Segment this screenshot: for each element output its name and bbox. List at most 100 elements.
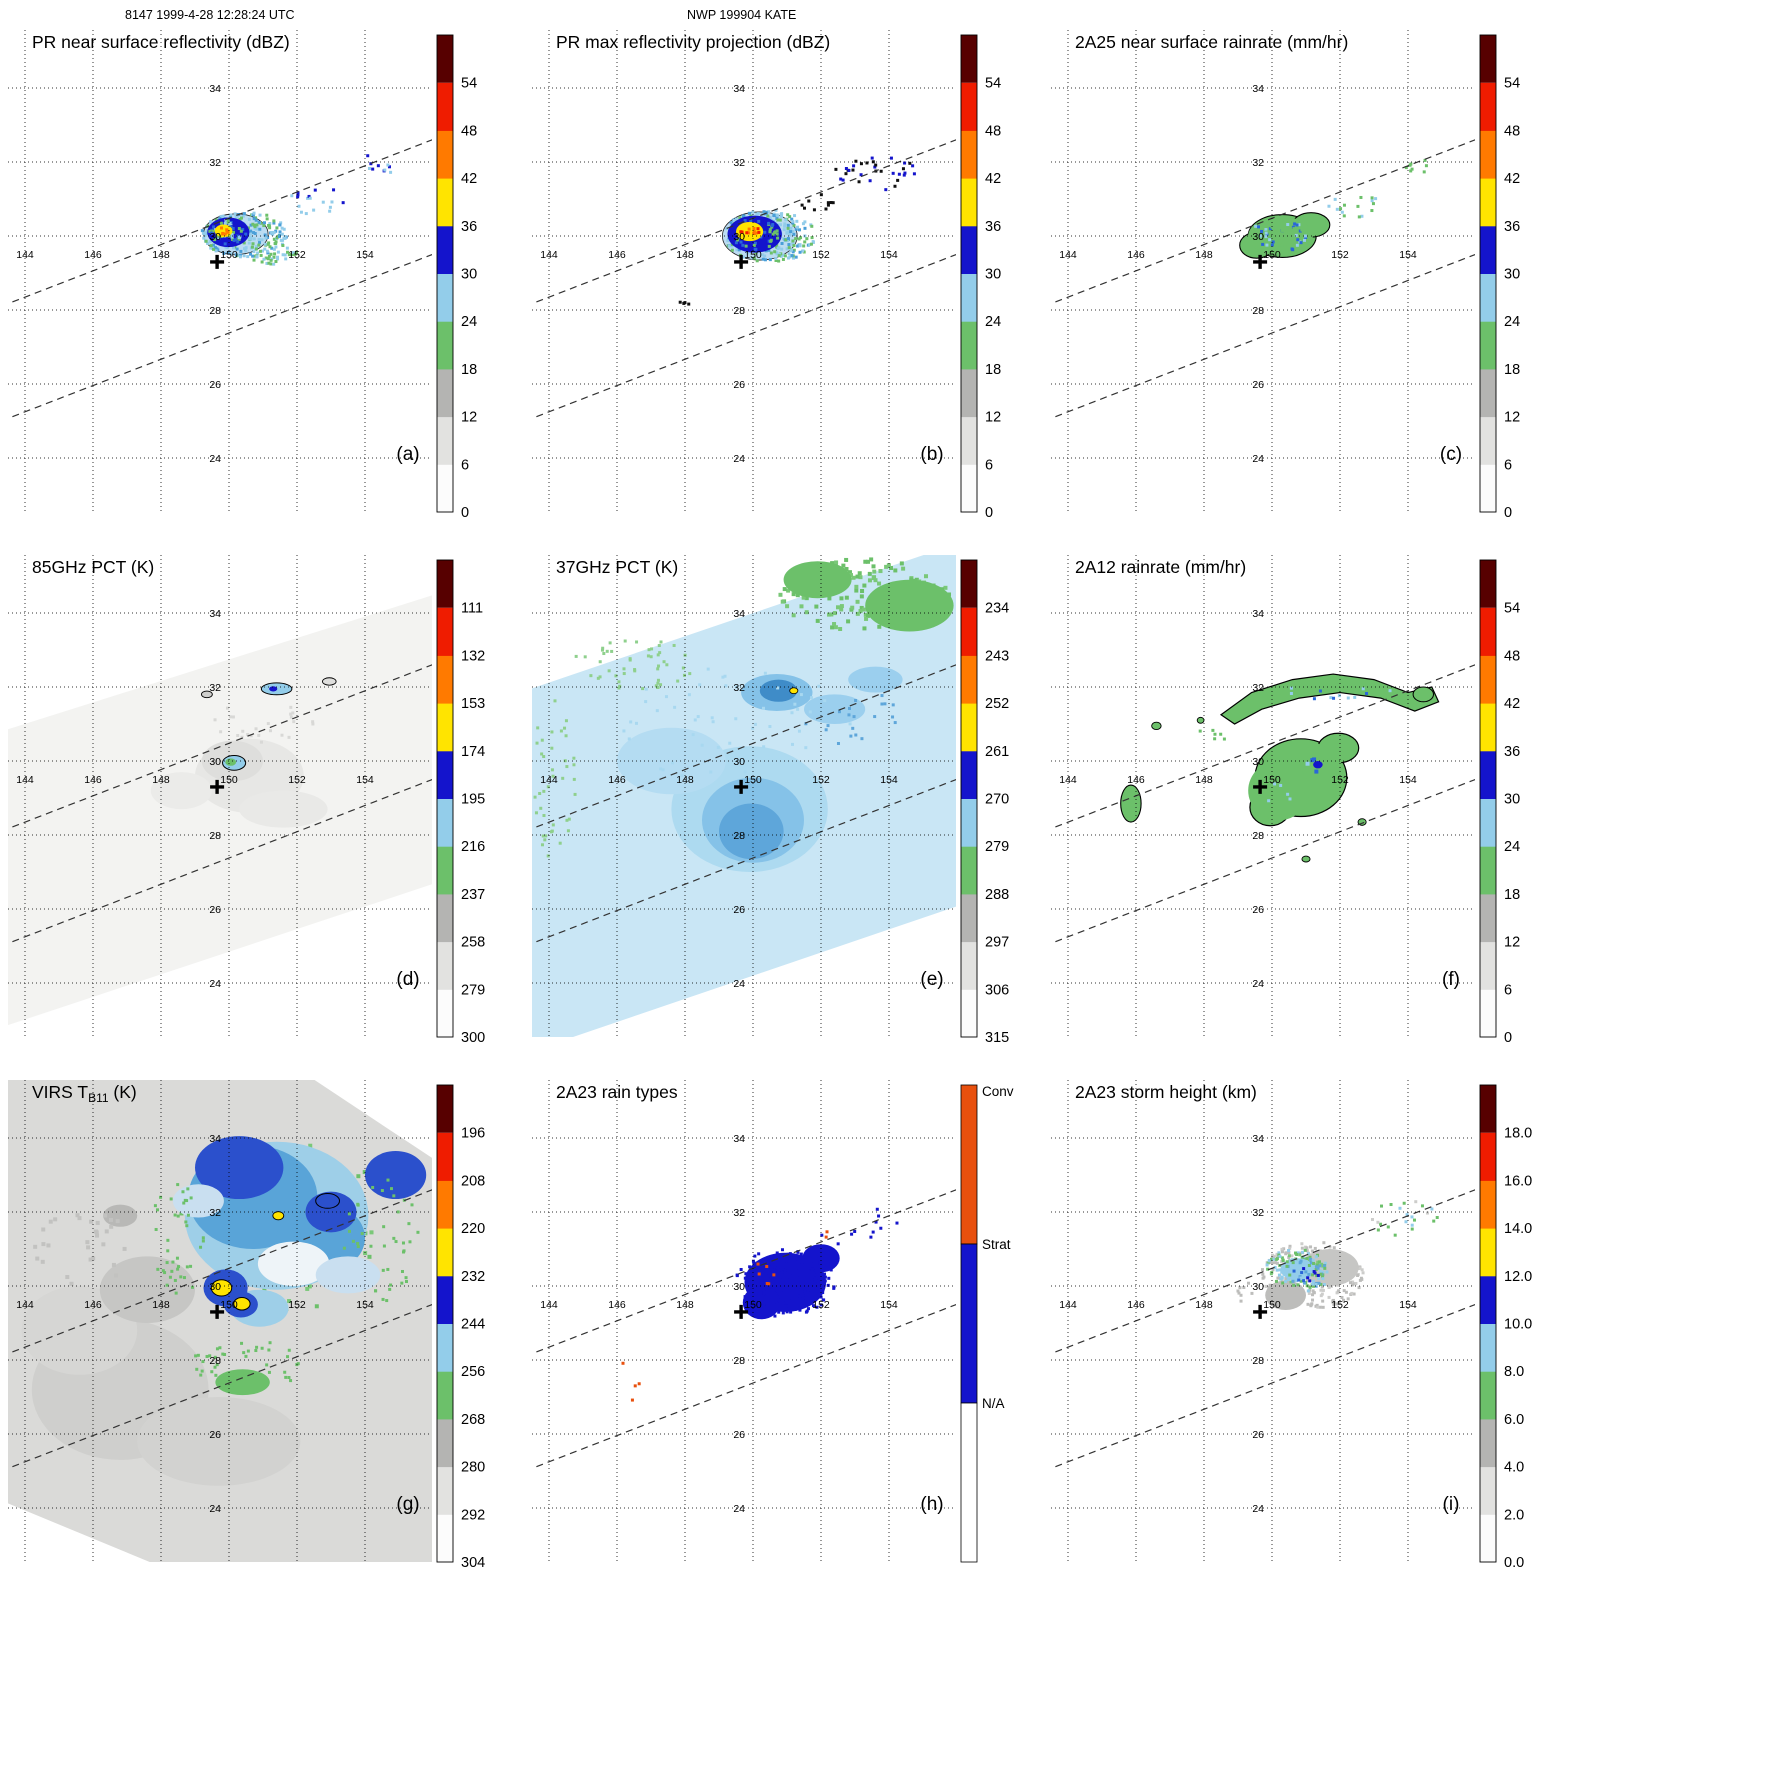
lat-tick-label: 26 <box>1252 379 1264 391</box>
map-feature <box>1412 686 1434 703</box>
lon-tick-label: 144 <box>540 249 558 261</box>
swath-edge-line <box>8 139 432 305</box>
lon-tick-label: 144 <box>540 1299 558 1311</box>
map-feature <box>8 1503 150 1562</box>
map-feature <box>269 686 278 692</box>
colorbar-tick-label: 24 <box>985 314 1001 330</box>
map-feature <box>201 690 213 699</box>
lon-tick-label: 152 <box>1331 1299 1349 1311</box>
latlon-grid <box>532 1080 956 1562</box>
swath-edge-line <box>532 139 956 305</box>
colorbar-tick-label: 132 <box>461 648 485 664</box>
colorbar-tick-label: 297 <box>985 935 1009 951</box>
storm-center-marker <box>1253 779 1268 794</box>
lat-tick-label: 34 <box>1252 1133 1264 1145</box>
swath-edge-line <box>532 664 956 830</box>
lat-tick-label: 30 <box>1252 231 1264 243</box>
map-feature <box>617 727 726 795</box>
lat-tick-label: 26 <box>209 904 221 916</box>
colorbar-tick-label: 244 <box>461 1317 485 1333</box>
lat-tick-label: 34 <box>209 1133 221 1145</box>
colorbar-tick-label: 48 <box>1504 648 1520 664</box>
lat-tick-label: 26 <box>733 1429 745 1441</box>
colorbar: 54 48 42 36 30 24 18 12 6 0 <box>436 34 477 521</box>
colorbar-tick-label: 279 <box>985 839 1009 855</box>
map-layers <box>1051 1189 1475 1470</box>
colorbar-tick-label: 54 <box>461 76 477 92</box>
colorbar: 54 48 42 36 30 24 18 12 6 0 <box>1479 559 1520 1046</box>
colorbar-outline <box>1479 559 1497 1038</box>
map-feature <box>239 790 328 828</box>
lon-tick-label: 152 <box>288 249 306 261</box>
swath-edge-line <box>8 664 432 830</box>
panel-g: 144 146 148 150 152 154 34 32 30 28 26 24 (g) VIRS TB… <box>0 1050 524 1575</box>
storm-center-marker <box>210 1304 225 1319</box>
lat-tick-label: 32 <box>733 682 745 694</box>
colorbar-tick-label: 2.0 <box>1504 1507 1524 1523</box>
swath-edge-line <box>1051 778 1475 945</box>
lon-tick-label: 154 <box>356 249 374 261</box>
panel-title: 2A25 near surface rainrate (mm/hr) <box>1075 32 1348 52</box>
swath-edge-line <box>532 1189 956 1355</box>
storm-center-marker <box>210 779 225 794</box>
grid-labels: 144 146 148 150 152 154 34 32 30 28 26 24 <box>16 1133 374 1515</box>
panel-svg-h: 144 146 148 150 152 154 34 32 30 28 26 24 (h) 2A23 ra… <box>532 1080 1014 1563</box>
colorbar-tick-label: 18 <box>1504 887 1520 903</box>
swath-edge-line <box>1051 253 1475 420</box>
colorbar-tick-label: 195 <box>461 792 485 808</box>
lat-tick-label: 24 <box>209 453 221 465</box>
colorbar-tick-label: 153 <box>461 696 485 712</box>
map-feature <box>1248 761 1310 821</box>
colorbar-tick-label: 270 <box>985 792 1009 808</box>
colorbar-category-label: Strat <box>982 1237 1011 1252</box>
lon-tick-label: 144 <box>16 1299 34 1311</box>
lat-tick-label: 30 <box>733 756 745 768</box>
grid-labels: 144 146 148 150 152 154 34 32 30 28 26 24 <box>540 608 898 990</box>
map-feature <box>322 677 337 686</box>
lat-tick-label: 34 <box>1252 83 1264 95</box>
swath-edge-line <box>1051 139 1475 305</box>
colorbar-tick-label: 288 <box>985 887 1009 903</box>
storm-id-label: NWP 199904 KATE <box>687 8 797 22</box>
lon-tick-label: 152 <box>1331 774 1349 786</box>
colorbar-tick-label: 174 <box>461 744 485 760</box>
swath-edge-line <box>8 778 432 945</box>
colorbar-tick-label: 30 <box>1504 792 1520 808</box>
map-layers <box>532 139 956 420</box>
colorbar-tick-label: 14.0 <box>1504 1221 1532 1237</box>
lon-tick-label: 146 <box>608 249 626 261</box>
lat-tick-label: 30 <box>209 756 221 768</box>
map-feature <box>233 1296 251 1311</box>
colorbar-tick-label: 18 <box>1504 362 1520 378</box>
lat-tick-label: 30 <box>209 231 221 243</box>
panel-svg-c: 144 146 148 150 152 154 34 32 30 28 26 24 (c) 2A25 ne… <box>1051 30 1520 521</box>
lat-tick-label: 34 <box>209 608 221 620</box>
map-feature <box>1301 855 1311 863</box>
colorbar-tick-label: 18.0 <box>1504 1126 1532 1142</box>
colorbar-tick-label: 0.0 <box>1504 1555 1524 1571</box>
grid-labels: 144 146 148 150 152 154 34 32 30 28 26 24 <box>1059 608 1417 990</box>
lat-tick-label: 26 <box>733 904 745 916</box>
colorbar-tick-label: 243 <box>985 648 1009 664</box>
storm-center-marker <box>734 254 749 269</box>
grid-labels: 144 146 148 150 152 154 34 32 30 28 26 24 <box>1059 83 1417 465</box>
map-feature <box>1196 716 1205 724</box>
colorbar: 196 208 220 232 244 256 268 280 292 304 <box>436 1084 485 1571</box>
map-feature <box>272 1211 285 1221</box>
colorbar-tick-label: 268 <box>461 1412 485 1428</box>
lon-tick-label: 150 <box>220 774 238 786</box>
map-feature <box>150 772 212 810</box>
panel-svg-g: 144 146 148 150 152 154 34 32 30 28 26 24 (g) VIRS TB… <box>8 1080 485 1571</box>
panel-letter: (g) <box>396 1494 419 1515</box>
colorbar: Conv Strat N/A <box>960 1084 1014 1563</box>
colorbar-tick-label: 42 <box>1504 171 1520 187</box>
colorbar-tick-label: 0 <box>1504 505 1512 521</box>
colorbar-tick-label: 315 <box>985 1030 1009 1046</box>
map-feature <box>257 1241 330 1286</box>
lon-tick-label: 146 <box>84 1299 102 1311</box>
lat-tick-label: 28 <box>733 830 745 842</box>
colorbar: 54 48 42 36 30 24 18 12 6 0 <box>1479 34 1520 521</box>
colorbar-tick-label: 292 <box>461 1507 485 1523</box>
lat-tick-label: 28 <box>209 1355 221 1367</box>
panel-letter: (f) <box>1442 969 1460 990</box>
